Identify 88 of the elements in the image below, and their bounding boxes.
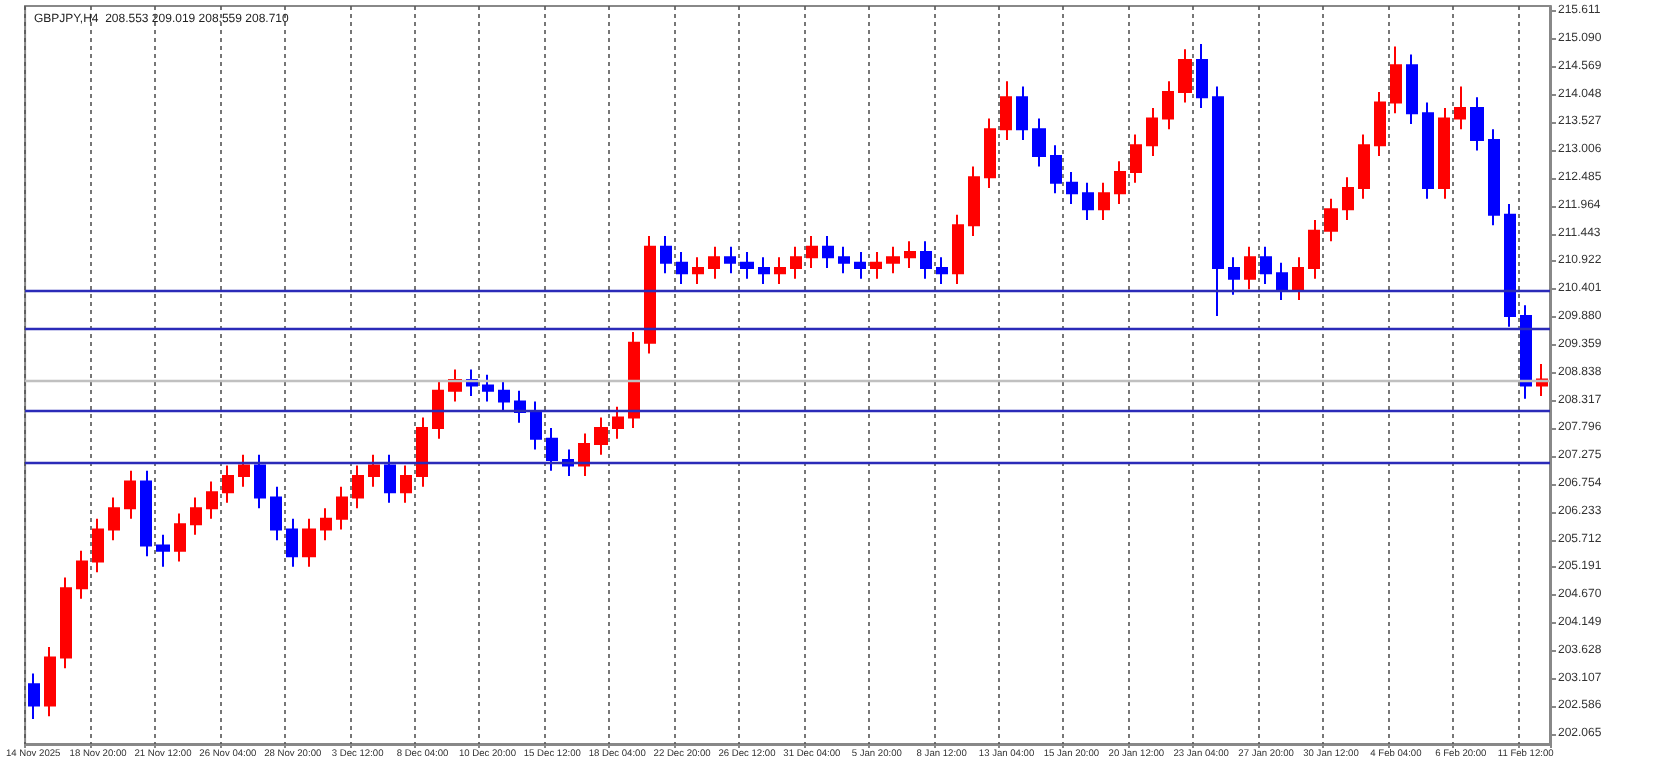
candlestick	[1390, 45, 1402, 115]
candlestick	[1000, 80, 1012, 141]
candlestick	[546, 427, 558, 472]
candlestick	[1438, 106, 1450, 200]
candlestick	[1406, 53, 1418, 125]
candlestick	[352, 464, 364, 510]
candlestick	[774, 256, 786, 286]
candlestick	[400, 464, 412, 504]
candlestick	[660, 234, 672, 275]
candlestick	[498, 379, 510, 414]
candlestick	[676, 251, 688, 286]
candlestick	[1196, 42, 1208, 109]
candlestick	[1292, 256, 1304, 302]
candlestick	[60, 576, 72, 670]
candlestick	[1016, 85, 1028, 141]
candlestick	[1114, 160, 1126, 205]
candlestick	[190, 496, 202, 536]
candlestick	[1342, 176, 1354, 221]
candlestick	[952, 213, 964, 286]
candlestick	[1032, 117, 1046, 168]
candlestick	[1212, 85, 1224, 318]
candlestick	[238, 453, 250, 488]
candlestick	[886, 245, 900, 275]
candlestick	[222, 464, 234, 504]
candlestick	[708, 245, 720, 280]
candlestick	[482, 373, 494, 403]
candlestick	[1504, 202, 1516, 328]
candlestick	[1470, 96, 1484, 152]
candlestick	[76, 549, 88, 600]
candlestick	[530, 400, 542, 451]
candlestick	[140, 469, 152, 558]
candlestick	[904, 240, 916, 270]
candlestick	[1520, 304, 1532, 400]
candlestick	[806, 234, 818, 270]
candlestick	[336, 485, 348, 531]
candlestick	[108, 496, 120, 542]
candlestick	[320, 507, 332, 542]
candlestick	[286, 517, 298, 568]
candlestick	[870, 251, 882, 280]
candlestick	[1146, 106, 1158, 157]
candlestick	[822, 234, 834, 270]
candlestick	[1276, 261, 1288, 302]
candlestick	[1324, 197, 1338, 243]
candlestick	[740, 251, 754, 280]
candlestick	[628, 331, 640, 430]
candlestick	[1228, 256, 1240, 296]
candlestick	[206, 480, 218, 520]
candlestick	[416, 416, 428, 488]
candlestick	[92, 517, 104, 574]
candlestick	[124, 469, 136, 520]
candlestick	[1358, 133, 1370, 200]
candlestick	[1488, 128, 1500, 227]
candlestick	[790, 245, 802, 280]
candlestick	[612, 405, 624, 440]
candlestick	[838, 245, 850, 275]
candlestick	[1308, 218, 1320, 280]
candlestick	[644, 234, 656, 355]
candlestick	[936, 256, 948, 286]
candlestick	[28, 672, 40, 720]
candlestick	[254, 453, 266, 510]
candlestick	[368, 453, 380, 488]
candlestick	[758, 256, 770, 286]
candlestick	[1066, 170, 1078, 205]
candlestick	[984, 117, 996, 189]
candlestick	[384, 453, 396, 504]
candlestick	[724, 245, 736, 275]
candlestick	[270, 485, 282, 542]
candlestick	[854, 251, 866, 280]
candlestick	[1162, 80, 1174, 131]
candlestick	[1082, 181, 1094, 221]
candlestick	[692, 256, 704, 286]
candlestick	[1244, 245, 1256, 291]
candlestick	[156, 533, 170, 568]
candlestick	[1422, 101, 1434, 200]
candlestick	[968, 165, 980, 237]
candlestick	[1050, 144, 1062, 195]
candlestick	[1098, 181, 1110, 221]
candlestick	[174, 512, 186, 563]
candlestick	[1178, 48, 1192, 104]
candlestick	[920, 240, 932, 280]
candlestick	[594, 416, 608, 456]
candlestick	[1260, 245, 1272, 286]
candlestick	[1130, 133, 1142, 184]
candlestick	[1454, 85, 1466, 131]
candlestick	[44, 645, 56, 718]
candlestick	[302, 517, 316, 568]
candlestick	[432, 379, 444, 440]
candlestick	[1374, 90, 1386, 157]
